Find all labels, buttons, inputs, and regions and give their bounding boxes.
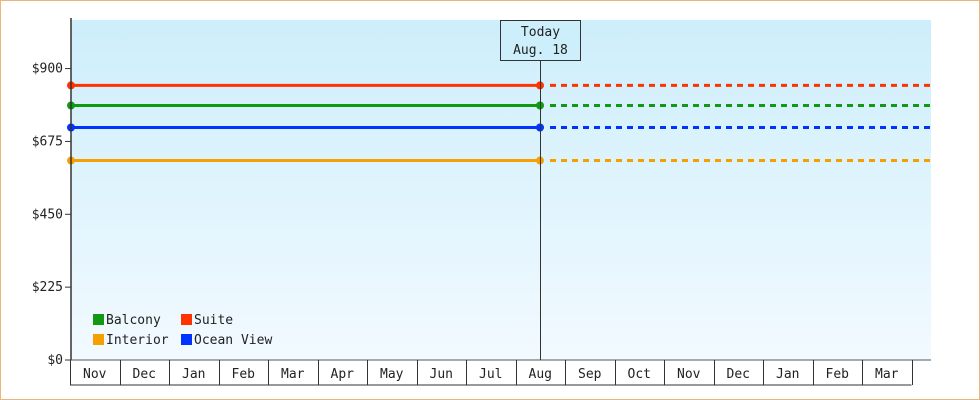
x-tick-label: Dec xyxy=(727,367,750,382)
x-tick-label: Mar xyxy=(281,367,305,382)
x-tick-label: May xyxy=(380,367,404,382)
x-tick-label: Jul xyxy=(479,367,502,382)
y-tick-label: $675 xyxy=(32,134,63,149)
x-tick-label: Nov xyxy=(677,367,701,382)
legend-label: Balcony xyxy=(106,313,161,328)
plot-background xyxy=(71,20,931,360)
y-tick-label: $0 xyxy=(47,353,63,368)
y-tick-label: $225 xyxy=(32,280,63,295)
legend-swatch xyxy=(93,314,104,325)
legend-label: Suite xyxy=(194,313,233,328)
x-tick-label: Feb xyxy=(826,367,850,382)
today-label-line1: Today xyxy=(521,25,560,40)
legend-swatch xyxy=(93,334,104,345)
x-tick-label: Apr xyxy=(331,367,355,382)
x-tick-label: Dec xyxy=(133,367,156,382)
x-tick-label: Jan xyxy=(182,367,205,382)
y-tick-label: $450 xyxy=(32,207,63,222)
x-tick-label: Aug xyxy=(529,367,552,382)
x-tick-label: Nov xyxy=(83,367,107,382)
x-tick-label: Sep xyxy=(578,367,602,382)
x-tick-label: Oct xyxy=(628,367,651,382)
today-label-line2: Aug. 18 xyxy=(513,43,568,58)
x-tick-label: Feb xyxy=(232,367,256,382)
x-tick-label: Jun xyxy=(430,367,453,382)
legend-label: Interior xyxy=(106,333,169,348)
legend-label: Ocean View xyxy=(194,333,272,348)
legend-swatch xyxy=(181,334,192,345)
y-tick-label: $900 xyxy=(32,62,63,77)
today-label-box xyxy=(500,20,581,61)
x-tick-label: Jan xyxy=(776,367,799,382)
legend-swatch xyxy=(181,314,192,325)
x-tick-label: Mar xyxy=(875,367,899,382)
